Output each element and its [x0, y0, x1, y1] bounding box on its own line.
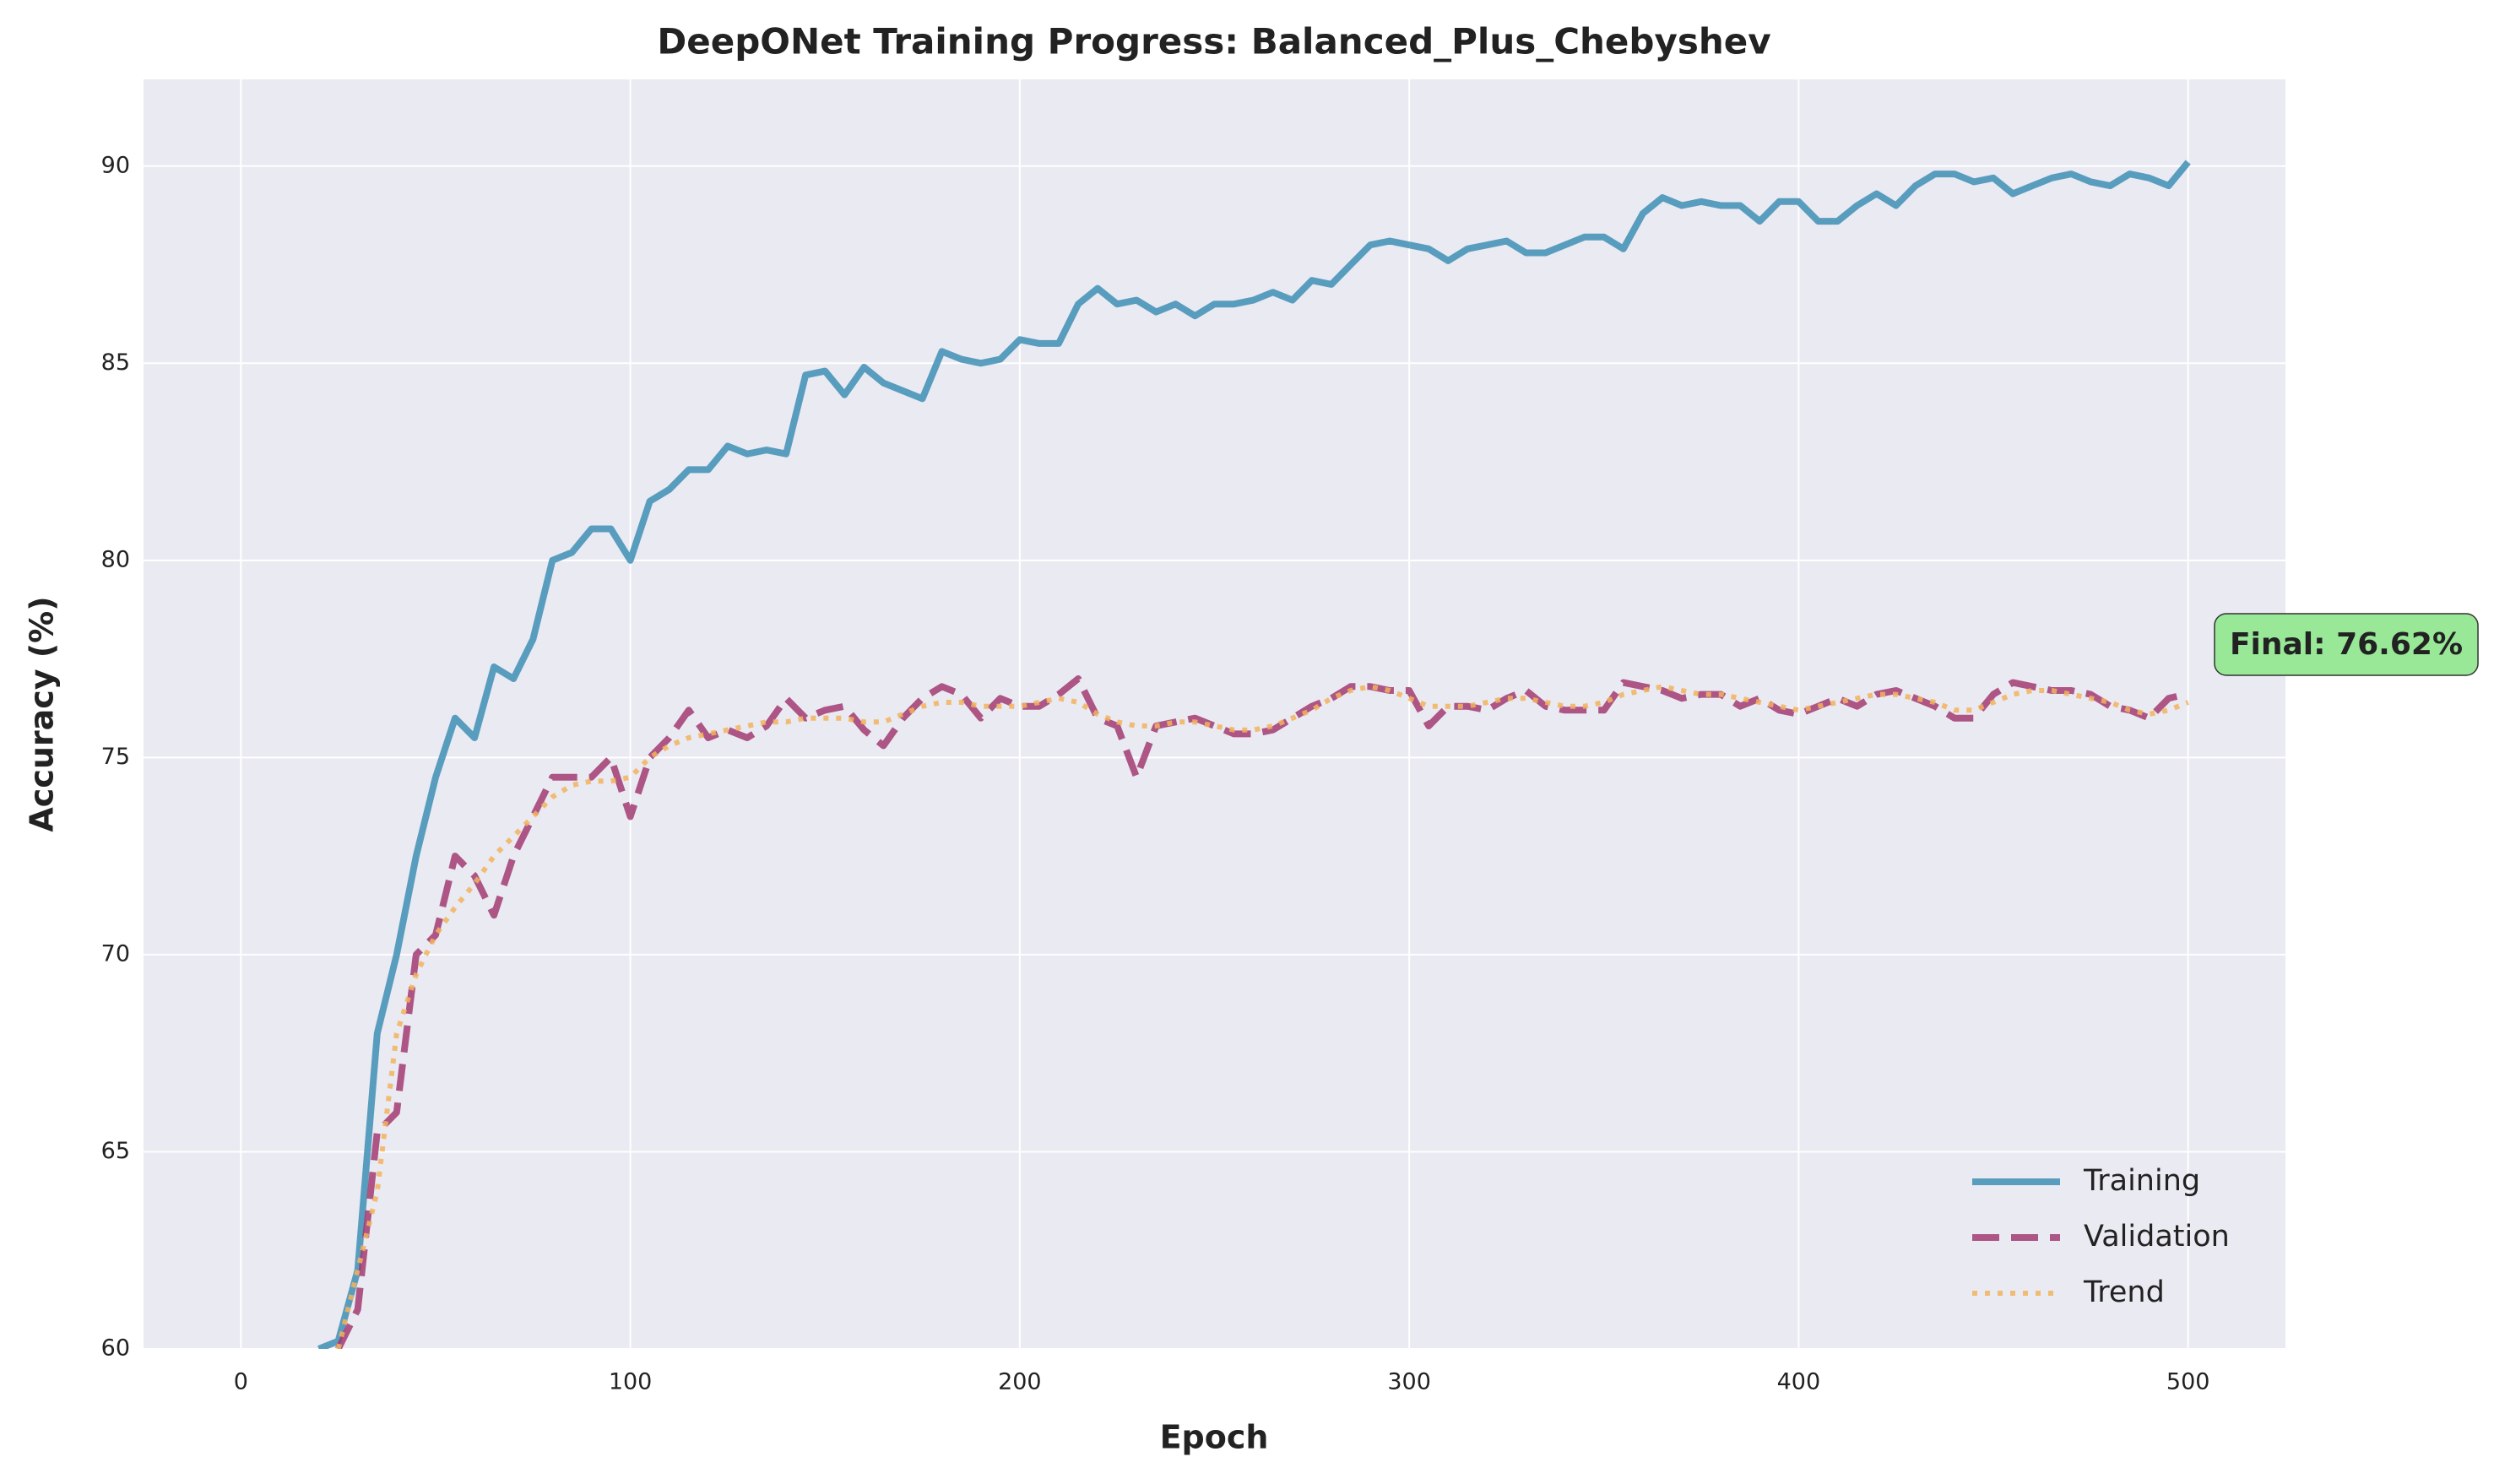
annotation-box	[2214, 613, 2479, 676]
y-tick-label: 80	[101, 546, 130, 572]
grid	[144, 79, 2285, 1350]
x-tick-label: 0	[234, 1369, 248, 1395]
series-line	[335, 675, 2189, 1349]
x-axis-label: Epoch	[1160, 1419, 1269, 1456]
y-axis-label: Accuracy (%)	[24, 596, 61, 831]
lines	[317, 160, 2191, 1349]
series-line	[335, 684, 2189, 1349]
plot-area	[144, 79, 2285, 1349]
legend-label: Training	[2083, 1164, 2200, 1198]
series-line	[317, 160, 2191, 1349]
y-tick-label: 70	[101, 940, 130, 967]
y-tick-label: 75	[101, 744, 130, 770]
chart-title: DeepONet Training Progress: Balanced_Plu…	[657, 21, 1770, 62]
legend: Training Validation Trend	[1972, 1164, 2230, 1309]
annotation: Final: 76.62%	[2214, 613, 2479, 676]
legend-label: Validation	[2084, 1220, 2230, 1254]
x-tick-label: 400	[1777, 1369, 1821, 1395]
annotation-text: Final: 76.62%	[2230, 627, 2463, 662]
y-tick-label: 60	[101, 1335, 130, 1362]
x-tick-label: 200	[998, 1369, 1042, 1395]
x-tick-label: 500	[2166, 1369, 2210, 1395]
y-tick-label: 85	[101, 349, 130, 376]
x-tick-label: 300	[1387, 1369, 1431, 1395]
x-tick-label: 100	[609, 1369, 653, 1395]
y-tick-label: 90	[101, 152, 130, 178]
y-tick-label: 65	[101, 1138, 130, 1164]
legend-label: Trend	[2083, 1275, 2165, 1309]
